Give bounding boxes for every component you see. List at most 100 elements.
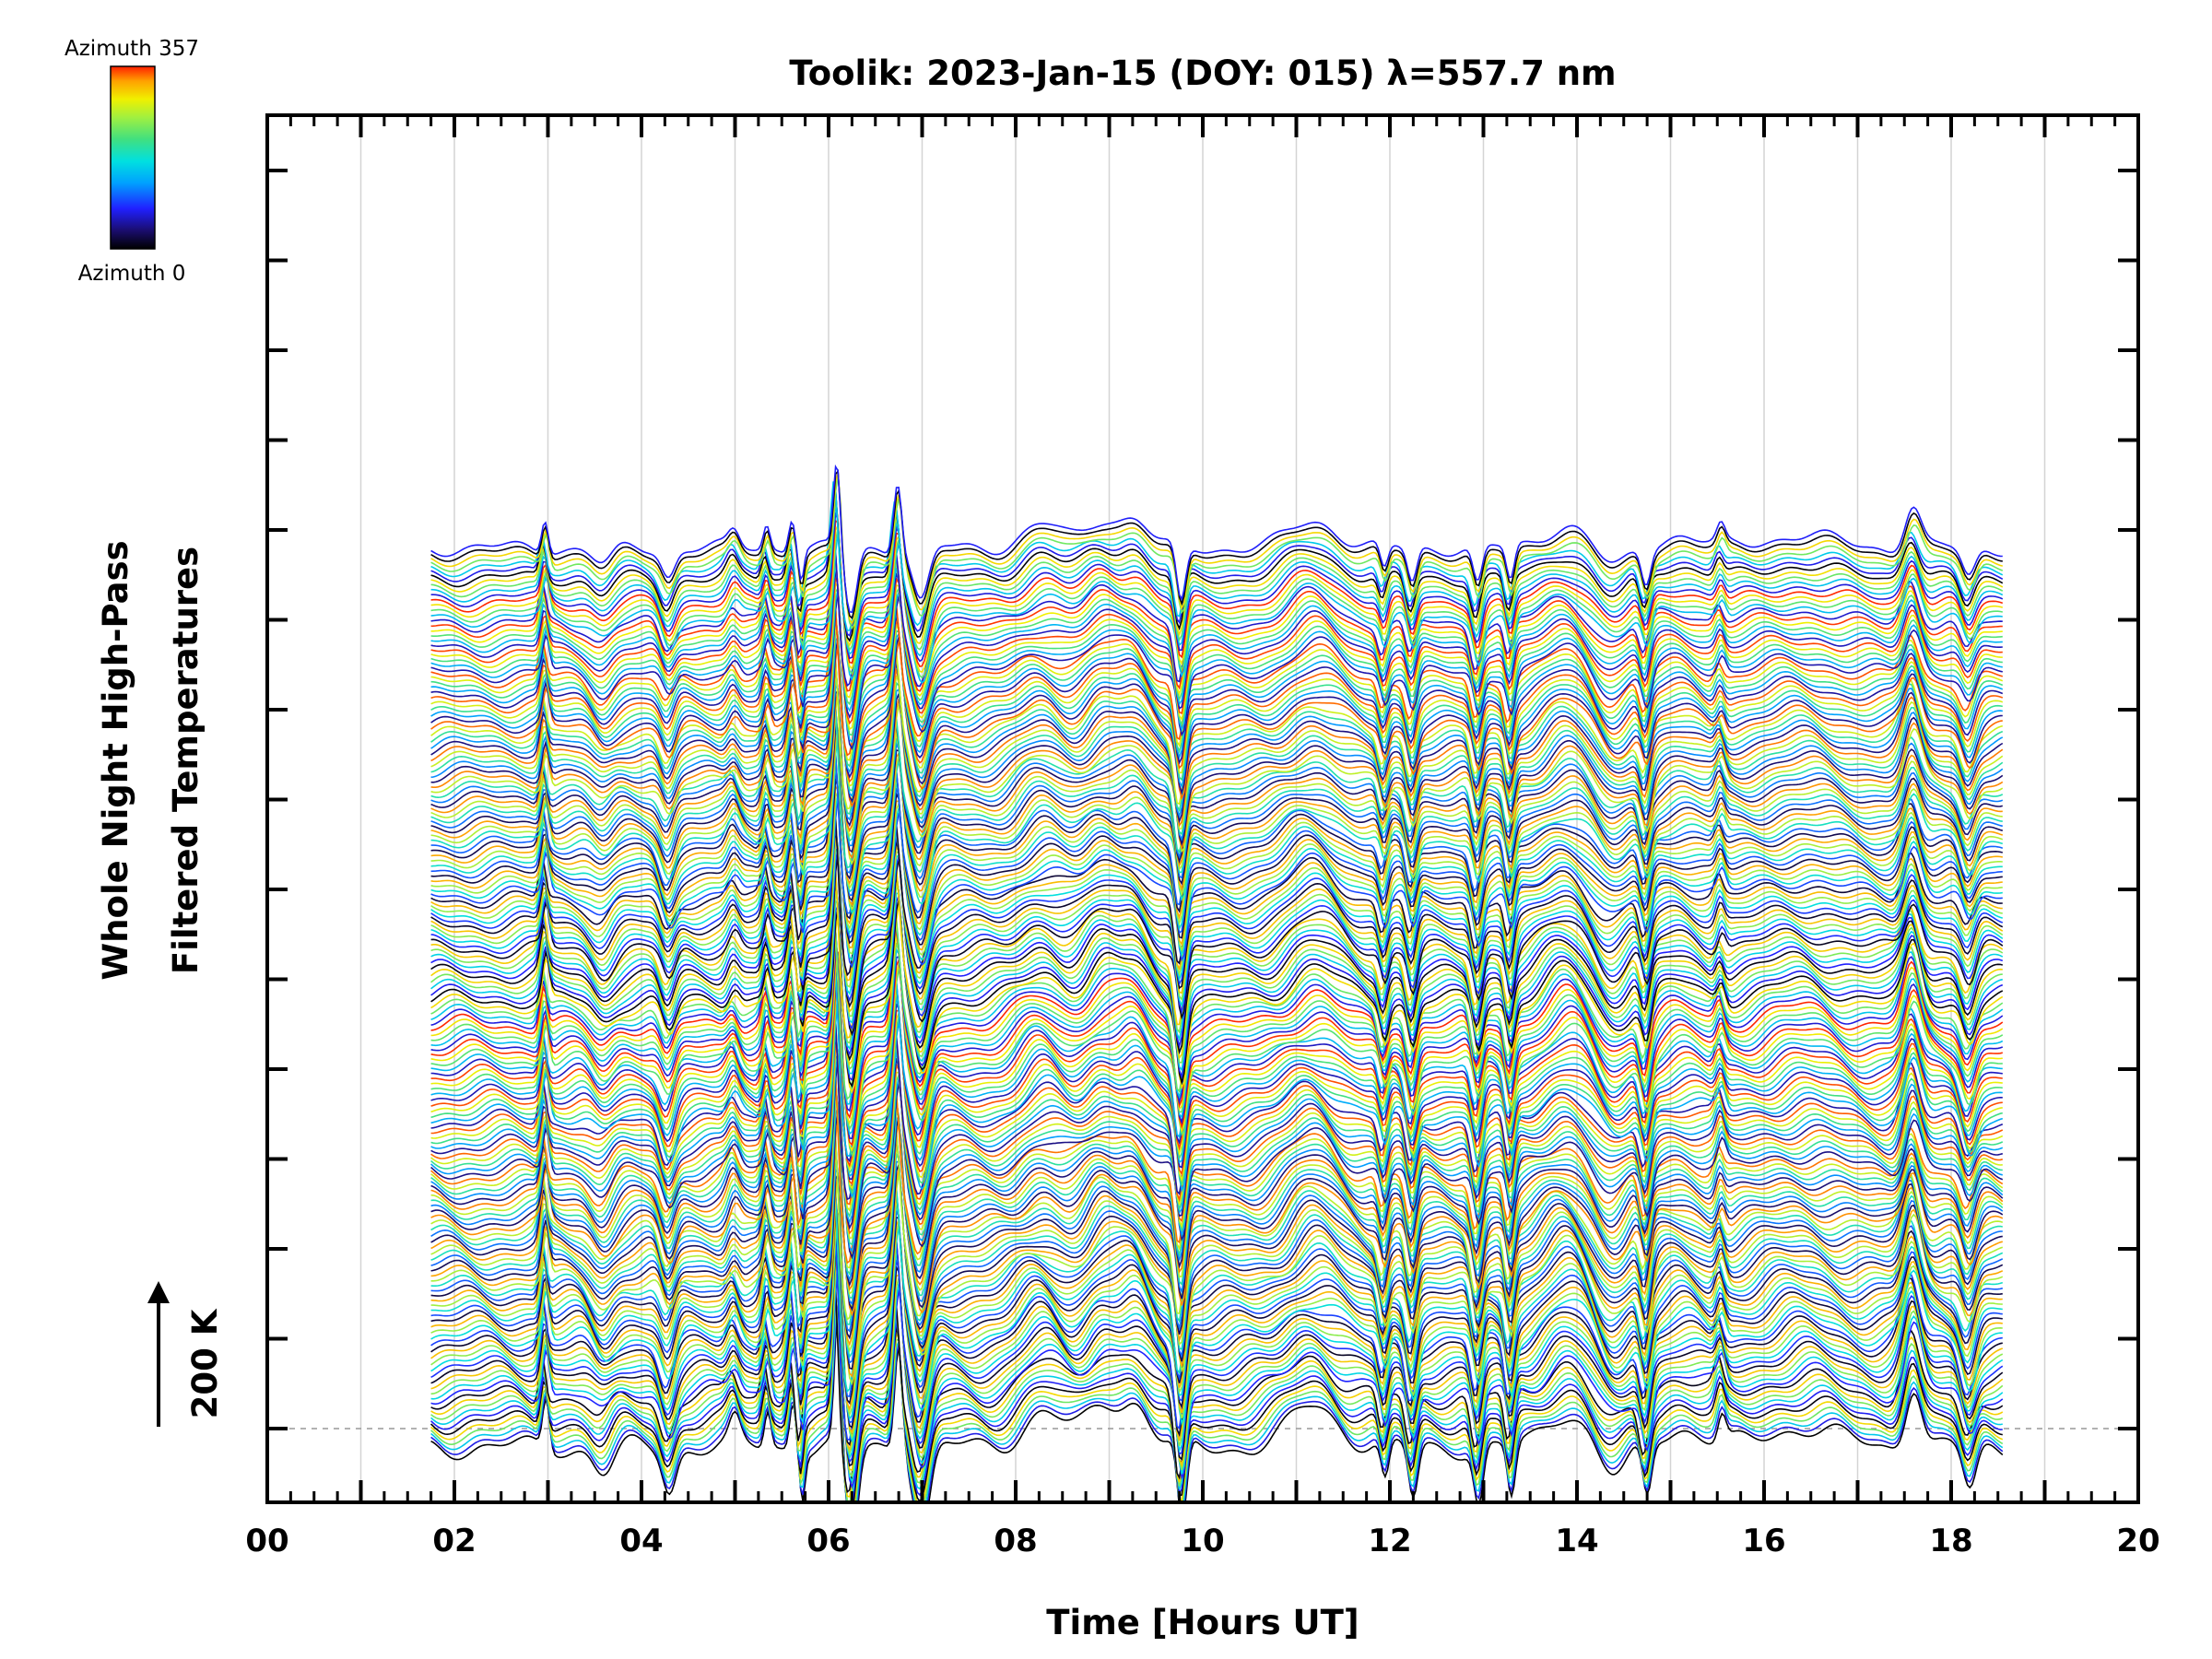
trace-line xyxy=(430,982,2003,1181)
trace-line xyxy=(430,1022,2004,1212)
scale-indicator: 200 K xyxy=(147,1281,225,1427)
trace-line xyxy=(430,663,2004,828)
trace-line xyxy=(430,504,2004,657)
trace-line xyxy=(430,491,2004,642)
trace-line xyxy=(430,951,2003,1147)
trace-line xyxy=(430,988,2003,1185)
trace-line xyxy=(430,794,2003,962)
trace-line xyxy=(430,593,2003,750)
trace-line xyxy=(430,1077,2004,1282)
trace-line xyxy=(430,1141,2003,1347)
trace-line xyxy=(430,1281,2004,1499)
trace-line xyxy=(430,900,2004,1088)
trace-line xyxy=(430,713,2003,894)
scale-label: 200 K xyxy=(185,1308,225,1418)
trace-line xyxy=(430,524,2004,674)
trace-line xyxy=(430,646,2004,810)
trace-line xyxy=(430,952,2003,1153)
trace-line xyxy=(430,707,2003,886)
trace-line xyxy=(430,1129,2003,1325)
trace-line xyxy=(430,1216,2003,1443)
trace-line xyxy=(430,590,2003,744)
trace-line xyxy=(430,994,2003,1191)
trace-line xyxy=(430,1065,2004,1265)
trace-line xyxy=(430,556,2003,699)
trace-line xyxy=(430,1011,2004,1201)
trace-line xyxy=(430,947,2004,1140)
trace-line xyxy=(430,732,2004,912)
trace-line xyxy=(430,996,2003,1195)
trace-line xyxy=(430,844,2004,1024)
colorbar-bottom-label: Azimuth 0 xyxy=(78,262,186,286)
trace-line xyxy=(430,1034,2004,1230)
trace-line xyxy=(430,791,2003,957)
trace-line xyxy=(430,933,2004,1126)
axis-ticks xyxy=(265,115,2140,1502)
trace-line xyxy=(430,1306,2004,1502)
trace-line xyxy=(430,893,2004,1081)
trace-line xyxy=(430,1186,2004,1397)
x-tick-label: 18 xyxy=(1929,1523,1972,1559)
trace-line xyxy=(430,866,2004,1044)
chart-title: Toolik: 2023-Jan-15 (DOY: 015) λ=557.7 n… xyxy=(789,53,1616,93)
trace-line xyxy=(430,875,2003,1062)
x-tick-label: 10 xyxy=(1181,1523,1224,1559)
trace-line xyxy=(430,871,2004,1056)
trace-line xyxy=(430,1192,2003,1412)
trace-line xyxy=(430,1285,2004,1502)
trace-line xyxy=(430,528,2003,679)
trace-line xyxy=(430,1275,2004,1494)
trace-lines xyxy=(430,464,2004,1502)
trace-line xyxy=(430,1053,2003,1246)
trace-line xyxy=(430,1286,2003,1502)
trace-line xyxy=(430,1160,2004,1364)
trace-line xyxy=(430,1019,2004,1206)
trace-line xyxy=(430,1081,2004,1288)
trace-line xyxy=(430,1208,2003,1429)
trace-line xyxy=(430,614,2004,779)
trace-line xyxy=(430,1001,2004,1199)
trace-line xyxy=(430,1075,2004,1276)
trace-line xyxy=(430,494,2004,647)
trace-line xyxy=(430,533,2003,684)
trace-line xyxy=(430,1268,2004,1489)
trace-line xyxy=(430,552,2003,692)
trace-line xyxy=(430,818,2003,988)
trace-line xyxy=(430,1164,2004,1371)
trace-line xyxy=(430,1058,2004,1260)
trace-line xyxy=(430,1299,2004,1502)
trace-line xyxy=(430,829,2004,1008)
trace-line xyxy=(430,1029,2004,1225)
trace-line xyxy=(430,585,2003,736)
trace-line xyxy=(430,1071,2004,1269)
x-tick-label: 02 xyxy=(432,1523,476,1559)
trace-line xyxy=(430,629,2003,792)
trace-line xyxy=(430,852,2004,1037)
trace-line xyxy=(430,1311,2004,1502)
trace-line xyxy=(430,1194,2003,1418)
x-axis-label: Time [Hours UT] xyxy=(1046,1603,1359,1642)
trace-line xyxy=(430,835,2004,1013)
trace-line xyxy=(430,961,2003,1163)
trace-line xyxy=(430,770,2003,942)
trace-line xyxy=(430,1265,2004,1484)
trace-line xyxy=(430,700,2004,875)
trace-line xyxy=(430,1211,2003,1435)
trace-line xyxy=(430,469,2003,619)
scale-arrow-head xyxy=(147,1281,170,1303)
trace-line xyxy=(430,798,2003,969)
trace-line xyxy=(430,814,2003,982)
trace-line xyxy=(430,735,2004,915)
trace-line xyxy=(430,957,2003,1158)
trace-line xyxy=(430,618,2004,783)
trace-line xyxy=(430,1251,2004,1467)
trace-line xyxy=(430,1264,2004,1478)
trace-line xyxy=(430,942,2004,1135)
trace-line xyxy=(430,913,2004,1100)
trace-line xyxy=(430,1196,2003,1421)
trace-line xyxy=(430,883,2003,1071)
trace-line xyxy=(430,752,2003,920)
trace-line xyxy=(430,481,2004,631)
trace-line xyxy=(430,1047,2003,1240)
trace-line xyxy=(430,968,2003,1171)
